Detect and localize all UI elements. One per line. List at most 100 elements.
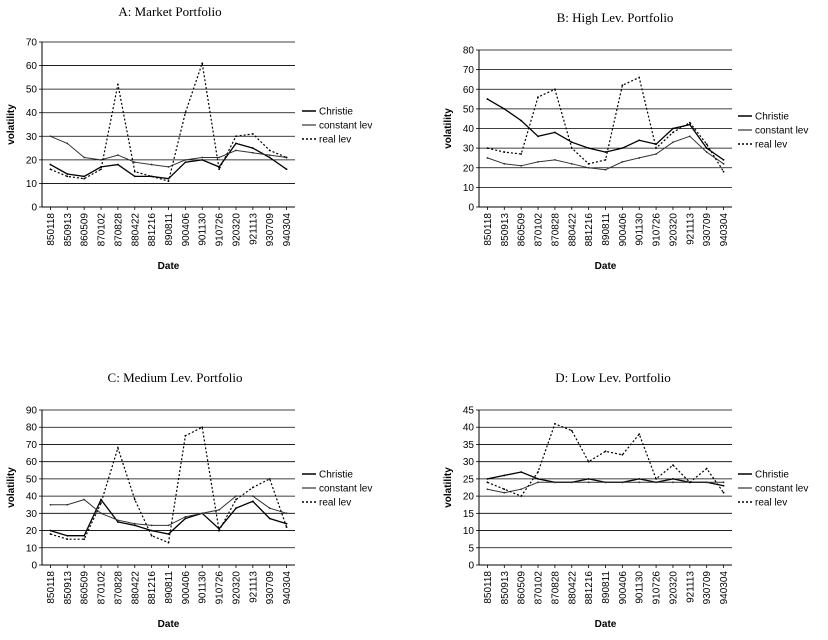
x-tick-label: 881216 bbox=[147, 571, 158, 605]
data-point bbox=[285, 156, 288, 159]
x-tick-label: 881216 bbox=[584, 571, 595, 605]
y-tick-label: 5 bbox=[468, 543, 474, 554]
x-tick-label: 880422 bbox=[130, 213, 141, 247]
data-point bbox=[688, 135, 691, 138]
x-tick-label: 880422 bbox=[130, 571, 141, 605]
data-point bbox=[150, 175, 153, 178]
data-point bbox=[722, 481, 725, 484]
x-tick-label: 870828 bbox=[550, 213, 561, 247]
chart-title: C: Medium Lev. Portfolio bbox=[108, 370, 243, 385]
data-point bbox=[486, 98, 489, 100]
data-point bbox=[66, 142, 69, 145]
y-tick-label: 10 bbox=[26, 543, 38, 554]
data-point bbox=[537, 96, 539, 98]
x-tick-label: 921113 bbox=[248, 213, 259, 245]
data-point bbox=[604, 151, 607, 153]
data-point bbox=[251, 500, 254, 503]
data-point bbox=[117, 446, 119, 449]
data-point bbox=[100, 502, 102, 504]
y-tick-label: 20 bbox=[26, 526, 38, 537]
data-point bbox=[655, 147, 657, 150]
x-tick-label: 860509 bbox=[517, 571, 528, 605]
data-point bbox=[218, 168, 221, 171]
data-point bbox=[621, 160, 624, 163]
data-point bbox=[150, 163, 153, 166]
data-point bbox=[66, 503, 69, 506]
data-point bbox=[133, 522, 136, 525]
data-point bbox=[49, 529, 52, 532]
legend-label: Christie bbox=[755, 112, 789, 123]
data-point bbox=[201, 512, 204, 515]
data-point bbox=[83, 177, 86, 180]
data-point bbox=[520, 164, 523, 167]
data-point bbox=[251, 147, 254, 149]
y-tick-label: 10 bbox=[463, 526, 475, 537]
series-line-constant-lev bbox=[50, 135, 287, 168]
x-axis-label: Date bbox=[158, 619, 180, 630]
data-point bbox=[100, 158, 102, 161]
data-point bbox=[83, 534, 86, 537]
x-tick-label: 910726 bbox=[652, 571, 663, 605]
data-point bbox=[251, 486, 254, 489]
x-tick-label: 890811 bbox=[164, 571, 175, 604]
x-tick-label: 920320 bbox=[668, 571, 679, 605]
x-tick-label: 881216 bbox=[584, 213, 595, 247]
y-tick-label: 25 bbox=[463, 474, 475, 485]
data-point bbox=[285, 522, 288, 525]
y-tick-label: 40 bbox=[26, 492, 38, 503]
data-point bbox=[218, 529, 221, 532]
data-point bbox=[49, 135, 52, 138]
legend-label: real lev bbox=[319, 498, 351, 509]
data-point bbox=[150, 524, 153, 527]
data-point bbox=[672, 464, 674, 467]
x-tick-label: 940304 bbox=[719, 571, 730, 605]
x-tick-label: 870102 bbox=[97, 571, 108, 605]
data-point bbox=[554, 88, 556, 91]
data-point bbox=[133, 161, 136, 164]
data-point bbox=[604, 168, 607, 171]
data-point bbox=[520, 153, 523, 155]
data-point bbox=[133, 175, 136, 178]
x-tick-label: 850913 bbox=[63, 213, 74, 247]
data-point bbox=[218, 156, 221, 159]
y-tick-label: 20 bbox=[463, 492, 475, 503]
data-point bbox=[268, 507, 271, 510]
chart-title: A: Market Portfolio bbox=[118, 4, 221, 19]
data-point bbox=[235, 495, 237, 498]
data-point bbox=[604, 450, 607, 453]
x-tick-label: 930709 bbox=[702, 213, 713, 247]
data-point bbox=[150, 534, 153, 537]
data-point bbox=[184, 158, 187, 161]
data-point bbox=[83, 498, 86, 501]
legend-label: Christie bbox=[755, 470, 789, 481]
data-point bbox=[537, 481, 539, 484]
data-point bbox=[285, 168, 288, 171]
data-point bbox=[638, 157, 641, 159]
y-tick-label: 70 bbox=[26, 440, 38, 451]
data-point bbox=[150, 529, 153, 532]
chart-title: B: High Lev. Portfolio bbox=[557, 10, 674, 25]
y-axis-label: volatility bbox=[443, 467, 454, 508]
y-tick-label: 30 bbox=[26, 509, 38, 520]
data-point bbox=[688, 121, 691, 124]
chart-panel-3: D: Low Lev. Portfolio 0 5 10 15 20 25 30 35 40 45 8… bbox=[443, 370, 808, 630]
x-tick-label: 930709 bbox=[702, 571, 713, 605]
x-tick-label: 870828 bbox=[113, 213, 124, 247]
x-tick-label: 930709 bbox=[265, 571, 276, 605]
y-tick-label: 35 bbox=[463, 440, 475, 451]
data-point bbox=[537, 135, 539, 138]
data-point bbox=[100, 168, 102, 171]
data-point bbox=[638, 433, 641, 436]
data-point bbox=[705, 147, 708, 150]
y-tick-label: 60 bbox=[26, 61, 38, 72]
y-tick-label: 30 bbox=[26, 132, 38, 143]
x-tick-label: 850913 bbox=[500, 571, 511, 605]
data-point bbox=[49, 168, 52, 171]
y-tick-label: 30 bbox=[463, 144, 475, 155]
data-point bbox=[722, 159, 725, 161]
data-point bbox=[268, 154, 271, 157]
y-tick-label: 45 bbox=[463, 406, 475, 417]
legend-label: constant lev bbox=[319, 121, 372, 132]
data-point bbox=[235, 142, 237, 145]
